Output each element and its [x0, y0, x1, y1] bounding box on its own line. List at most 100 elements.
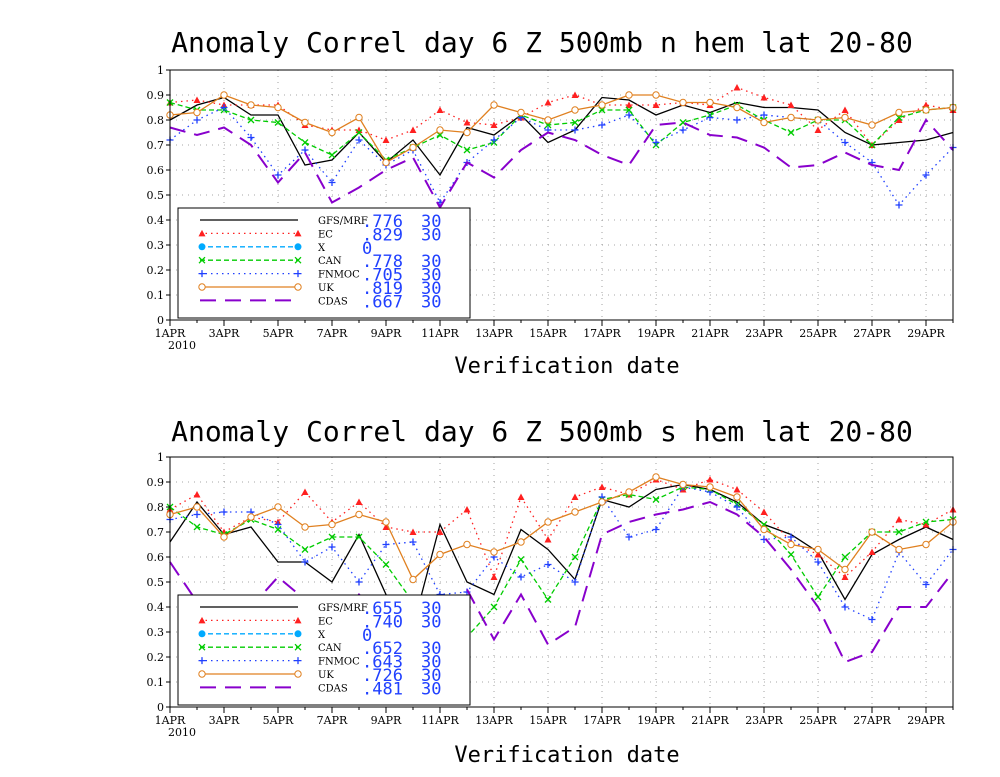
- legend-stat: .481: [362, 679, 403, 699]
- y-tick-label: 0.3: [147, 626, 165, 639]
- data-point: [301, 118, 309, 127]
- chart-panel-1: Anomaly Correl day 6 Z 500mb n hem lat 2…: [147, 26, 957, 379]
- y-tick-label: 0.8: [147, 501, 165, 514]
- x-tick-year-label: 2010: [168, 726, 196, 739]
- legend-count: 30: [421, 292, 441, 312]
- data-point: [733, 103, 741, 112]
- legend-count: 30: [421, 679, 441, 699]
- y-tick-label: 1: [157, 451, 164, 464]
- data-point: [328, 179, 336, 186]
- legend-stat: .667: [362, 292, 403, 312]
- y-tick-label: 0.7: [147, 526, 165, 539]
- data-point: [652, 496, 660, 503]
- data-point: [922, 106, 930, 114]
- data-point: [490, 101, 498, 109]
- y-tick-label: 0.4: [147, 214, 165, 227]
- data-point: [490, 603, 498, 611]
- data-point: [220, 508, 228, 516]
- x-tick-label: 17APR: [583, 714, 621, 727]
- data-point: [274, 503, 282, 511]
- data-point: [274, 119, 282, 126]
- data-point: [544, 518, 552, 526]
- data-point: [301, 488, 309, 495]
- data-point: [409, 143, 417, 152]
- legend-marker: [294, 283, 302, 291]
- x-tick-label: 27APR: [853, 714, 891, 727]
- data-point: [382, 523, 390, 530]
- data-point: [571, 493, 579, 500]
- data-point: [625, 533, 633, 541]
- data-point: [328, 543, 336, 551]
- x-tick-label: 17APR: [583, 327, 621, 340]
- legend-series-name: GFS/MRF: [318, 216, 368, 227]
- data-point: [517, 538, 525, 546]
- data-point: [355, 136, 363, 144]
- data-point: [922, 101, 930, 108]
- data-point: [274, 103, 282, 112]
- data-point: [274, 521, 282, 528]
- legend-series-name: X: [318, 630, 326, 641]
- data-point: [544, 536, 552, 543]
- data-point: [301, 139, 309, 146]
- x-tick-label: 11APR: [421, 327, 459, 340]
- x-tick-label: 19APR: [637, 327, 675, 340]
- data-point: [922, 171, 930, 179]
- data-point: [517, 493, 525, 500]
- data-point: [868, 528, 876, 536]
- legend: GFS/MRF.655 30 EC .740 30 X 0 CAN .652 30 FNMOC .64…: [177, 594, 471, 706]
- data-point: [382, 561, 390, 568]
- data-point: [868, 121, 876, 129]
- data-point: [490, 121, 498, 128]
- data-point: [895, 516, 903, 523]
- data-point: [463, 506, 471, 513]
- data-point: [841, 603, 849, 611]
- x-tick-label: 19APR: [637, 714, 675, 727]
- y-tick-label: 0.8: [147, 114, 165, 127]
- data-point: [787, 533, 795, 541]
- x-tick-label: 13APR: [475, 714, 513, 727]
- data-point: [841, 106, 849, 113]
- data-point: [382, 136, 390, 143]
- series-line: [169, 96, 954, 177]
- legend-marker: [198, 657, 206, 665]
- legend-marker: [198, 283, 206, 291]
- x-tick-label: 3APR: [209, 327, 240, 340]
- legend-series-name: UK: [318, 283, 334, 294]
- data-point: [355, 113, 363, 122]
- legend-series-name: CDAS: [318, 296, 348, 307]
- data-point: [301, 146, 309, 154]
- data-point: [490, 548, 498, 556]
- x-axis-label: Verification date: [454, 354, 679, 379]
- data-point: [571, 508, 579, 516]
- data-point: [409, 126, 417, 133]
- legend-stat: .652: [362, 639, 403, 659]
- data-point: [706, 98, 714, 107]
- x-tick-label: 7APR: [317, 714, 348, 727]
- data-point: [436, 106, 444, 113]
- legend-stat: .829: [362, 225, 403, 245]
- legend-stat: .740: [362, 612, 403, 632]
- data-point: [787, 129, 795, 136]
- data-point: [841, 139, 849, 146]
- x-tick-label: 7APR: [317, 327, 348, 340]
- y-tick-label: 0.3: [147, 239, 165, 252]
- legend-series-name: CAN: [318, 256, 342, 267]
- data-point: [760, 118, 768, 127]
- data-point: [787, 101, 795, 108]
- data-point: [841, 573, 849, 580]
- series-uk: [166, 473, 957, 584]
- data-point: [328, 533, 336, 541]
- chart-panel-2: Anomaly Correl day 6 Z 500mb s hem lat 2…: [147, 415, 957, 768]
- legend-series-name: UK: [318, 670, 334, 681]
- legend-marker: [198, 643, 206, 651]
- data-point: [301, 546, 309, 553]
- data-point: [895, 545, 903, 554]
- data-point: [814, 126, 822, 133]
- data-point: [814, 551, 822, 558]
- legend-series-name: FNMOC: [318, 270, 360, 281]
- y-tick-label: 0.5: [147, 576, 165, 589]
- data-point: [652, 139, 660, 146]
- legend-count: 30: [421, 212, 441, 232]
- data-point: [301, 523, 309, 531]
